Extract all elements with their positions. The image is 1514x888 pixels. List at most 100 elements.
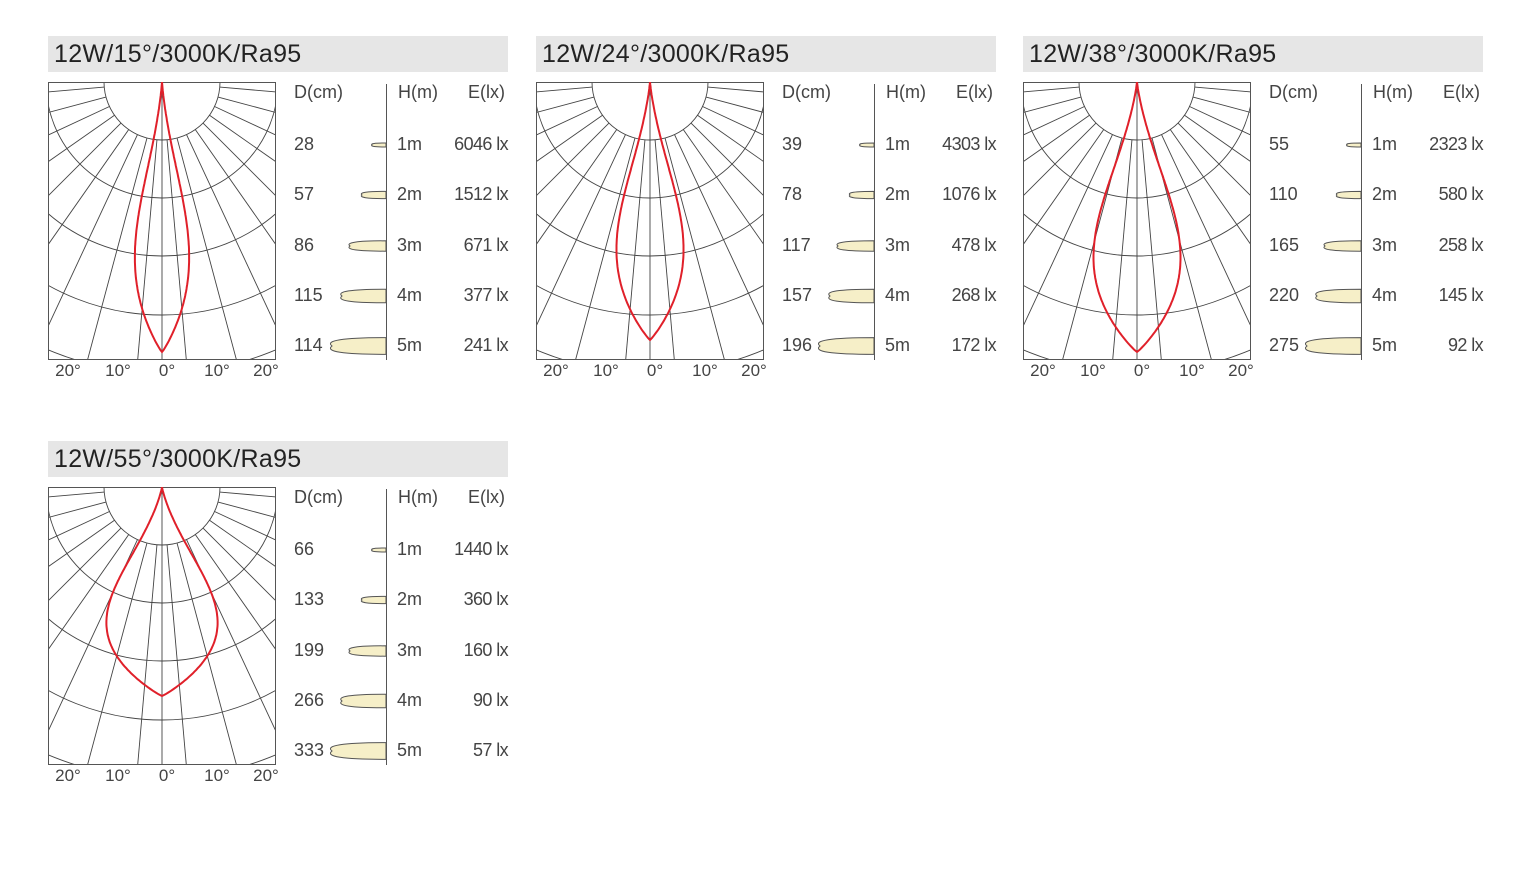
illuminance-value: 1076 lx	[942, 184, 996, 204]
height-value: 3m	[1372, 235, 1398, 255]
height-value: 4m	[397, 285, 423, 305]
illuminance-value: 241 lx	[463, 335, 509, 355]
illuminance-value: 1440 lx	[454, 539, 508, 559]
illuminance-value: 6046 lx	[454, 134, 508, 154]
light-spot-glyph	[360, 595, 387, 605]
column-header-h: H(m)	[1373, 82, 1413, 102]
grid-ray	[536, 106, 598, 136]
grid-ray	[625, 139, 646, 360]
grid-ray	[137, 544, 158, 765]
light-spot-glyph	[348, 240, 387, 252]
column-header-e: E(lx)	[956, 82, 993, 102]
light-spot-glyph	[818, 337, 875, 355]
diameter-value: 115	[294, 285, 323, 305]
grid-ray	[682, 129, 764, 246]
grid-ray	[536, 134, 626, 328]
column-header-e: E(lx)	[468, 82, 505, 102]
diameter-value: 157	[782, 285, 813, 305]
light-spot-glyph	[371, 142, 387, 148]
panel-header: 12W/15°/3000K/Ra95	[48, 36, 508, 72]
light-spot-glyph	[360, 190, 387, 200]
light-spot-glyph	[1346, 142, 1362, 148]
polar-chart-panel: 12W/38°/3000K/Ra95 20° 10° 0° 10° 20° D(cm) H(m…	[1023, 36, 1484, 386]
grid-ray	[209, 114, 276, 163]
grid-ray	[194, 534, 276, 651]
height-value: 3m	[397, 640, 423, 660]
diameter-value: 275	[1269, 335, 1300, 355]
grid-ray	[1062, 137, 1123, 360]
light-spot-glyph	[330, 742, 387, 760]
grid-ray	[697, 114, 764, 163]
column-header-e: E(lx)	[468, 487, 505, 507]
illuminance-value: 160 lx	[463, 640, 509, 660]
illuminance-value: 268 lx	[951, 285, 997, 305]
angle-tick-label: 10°	[204, 766, 230, 785]
light-spot-glyph	[828, 288, 875, 304]
height-value: 4m	[885, 285, 911, 305]
diameter-value: 333	[294, 740, 325, 760]
grid-ray	[87, 542, 148, 765]
angle-tick-label: 0°	[158, 766, 176, 785]
grid-ray	[690, 122, 764, 197]
grid-ray	[202, 122, 276, 197]
grid-ray	[1169, 129, 1251, 246]
height-axis-line	[1361, 84, 1362, 360]
grid-ray	[176, 542, 237, 765]
height-value: 1m	[885, 134, 911, 154]
light-spot-glyph	[371, 547, 387, 553]
column-header-h: H(m)	[398, 487, 438, 507]
angle-tick-label: 20°	[741, 361, 767, 380]
height-value: 2m	[397, 589, 423, 609]
grid-ray	[48, 122, 122, 197]
diameter-value: 66	[294, 539, 315, 559]
grid-ray	[48, 114, 115, 163]
panel-title: 12W/38°/3000K/Ra95	[1029, 40, 1277, 68]
intensity-curve	[133, 82, 191, 354]
illuminance-value: 377 lx	[463, 285, 509, 305]
light-spot-glyph	[340, 288, 387, 304]
diameter-value: 86	[294, 235, 315, 255]
angle-tick-label: 10°	[204, 361, 230, 380]
light-spot-glyph	[330, 337, 387, 355]
angle-tick-label: 10°	[692, 361, 718, 380]
panel-header: 12W/24°/3000K/Ra95	[536, 36, 996, 72]
intensity-curve	[105, 487, 219, 698]
panel-header: 12W/38°/3000K/Ra95	[1023, 36, 1483, 72]
polar-diagram	[1023, 82, 1251, 360]
grid-ray	[1177, 122, 1251, 197]
light-spot-glyph	[1335, 190, 1362, 200]
column-header-d: D(cm)	[1269, 82, 1318, 102]
intensity-curve	[615, 82, 685, 342]
diameter-value: 114	[294, 335, 323, 355]
grid-ray	[166, 544, 187, 765]
diameter-value: 57	[294, 184, 315, 204]
grid-ray	[1184, 114, 1251, 163]
height-value: 4m	[1372, 285, 1398, 305]
diameter-value: 28	[294, 134, 315, 154]
diameter-value: 220	[1269, 285, 1300, 305]
grid-ray	[536, 122, 610, 197]
grid-ray	[654, 139, 675, 360]
angle-tick-label: 0°	[158, 361, 176, 380]
light-spot-glyph	[1315, 288, 1362, 304]
panel-title: 12W/55°/3000K/Ra95	[54, 445, 302, 473]
height-value: 2m	[397, 184, 423, 204]
light-spot-glyph	[1305, 337, 1362, 355]
angle-tick-label: 0°	[646, 361, 664, 380]
panel-title: 12W/24°/3000K/Ra95	[542, 40, 790, 68]
grid-ray	[1023, 106, 1085, 136]
grid-ray	[202, 527, 276, 602]
illuminance-value: 92 lx	[1447, 335, 1484, 355]
cone-layer	[330, 547, 387, 760]
height-value: 3m	[885, 235, 911, 255]
angle-tick-label: 20°	[253, 361, 279, 380]
grid-ray	[48, 527, 122, 602]
diameter-value: 110	[1269, 184, 1298, 204]
height-axis-line	[386, 489, 387, 765]
grid-ray	[1023, 122, 1097, 197]
diameter-value: 133	[294, 589, 325, 609]
light-spot-glyph	[836, 240, 875, 252]
illuminance-value: 57 lx	[472, 740, 509, 760]
illuminance-value: 2323 lx	[1429, 134, 1483, 154]
grid-ray	[209, 519, 276, 568]
